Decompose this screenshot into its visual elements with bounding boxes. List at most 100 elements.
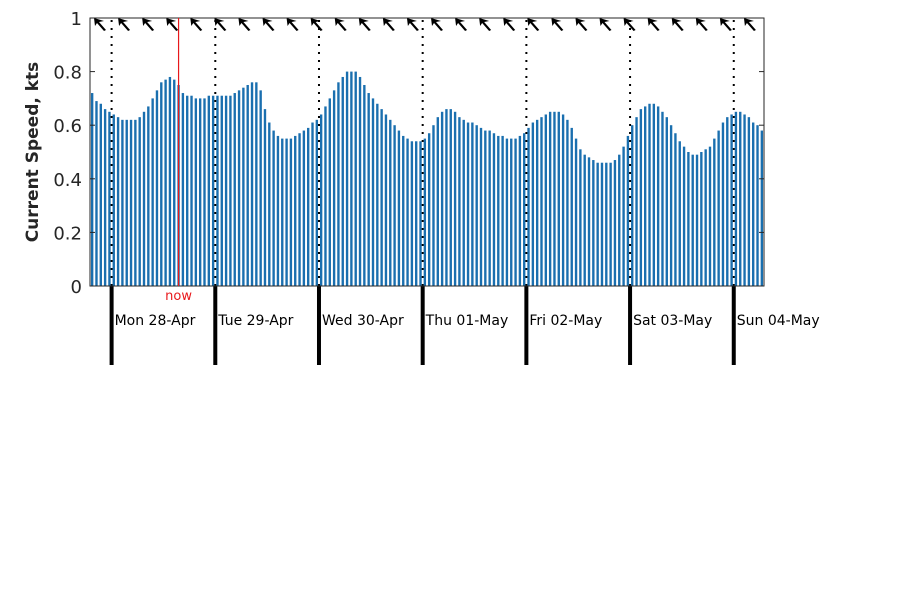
bar xyxy=(510,138,513,286)
arrow-head xyxy=(166,18,179,31)
bar xyxy=(324,106,327,286)
bar xyxy=(445,109,448,287)
direction-arrow-icon xyxy=(551,18,564,31)
direction-arrow-icon xyxy=(334,18,347,31)
bar xyxy=(298,133,301,286)
arrow-head xyxy=(286,18,299,31)
now-marker: now xyxy=(165,18,192,304)
bar xyxy=(492,133,496,286)
direction-arrow-icon xyxy=(743,18,756,31)
bar xyxy=(198,98,202,287)
bar xyxy=(285,138,288,286)
arrow-head xyxy=(118,18,131,31)
bar xyxy=(708,146,712,286)
bar xyxy=(661,111,664,286)
bar xyxy=(415,141,418,286)
arrow-head xyxy=(695,18,708,31)
bar xyxy=(644,106,647,286)
bar xyxy=(345,71,349,286)
bar xyxy=(255,82,258,286)
bar xyxy=(453,111,457,286)
bar xyxy=(427,133,431,286)
bar xyxy=(475,125,478,286)
bar xyxy=(544,114,548,286)
bar xyxy=(717,130,720,286)
direction-arrow-icon xyxy=(575,18,588,31)
direction-arrow-icon xyxy=(695,18,708,31)
bar xyxy=(319,114,323,286)
bar xyxy=(384,114,388,286)
bar xyxy=(147,106,150,286)
bar xyxy=(704,149,707,286)
bar xyxy=(691,154,694,286)
bar xyxy=(419,141,422,286)
direction-arrow-icon xyxy=(262,18,275,31)
day-label: Thu 01-May xyxy=(425,313,509,329)
direction-arrow-icon xyxy=(358,18,371,31)
bar xyxy=(648,103,651,286)
bar xyxy=(605,162,608,286)
arrow-head xyxy=(551,18,564,31)
bar xyxy=(125,119,128,286)
bar xyxy=(358,76,362,287)
bar xyxy=(380,109,383,287)
arrow-head xyxy=(310,18,323,31)
bar xyxy=(160,82,163,286)
arrow-head xyxy=(431,18,443,31)
direction-arrow-icon xyxy=(455,18,468,31)
bar xyxy=(743,114,746,286)
bar xyxy=(531,122,535,287)
bar xyxy=(747,117,751,286)
bar xyxy=(302,130,306,286)
bar xyxy=(237,90,241,286)
bar xyxy=(600,162,604,286)
direction-arrow-icon xyxy=(599,18,612,31)
bar xyxy=(289,138,293,286)
direction-arrow-icon xyxy=(406,18,419,31)
arrow-head xyxy=(190,18,203,31)
bar xyxy=(246,85,249,286)
bar xyxy=(263,109,267,287)
bar xyxy=(561,114,565,286)
bar xyxy=(211,95,215,286)
direction-arrow-icon xyxy=(214,18,227,31)
direction-arrow-icon xyxy=(623,18,636,31)
bar xyxy=(756,125,759,286)
bar xyxy=(142,111,146,286)
bar xyxy=(268,122,271,287)
bar xyxy=(505,138,509,286)
bar xyxy=(721,122,725,287)
bar xyxy=(397,130,401,286)
day-label: Mon 28-Apr xyxy=(115,313,196,329)
bar xyxy=(90,93,94,286)
bar xyxy=(471,122,474,287)
arrow-head xyxy=(503,18,516,31)
y-tick-label: 0 xyxy=(71,277,82,298)
bar xyxy=(609,162,612,286)
day-separators xyxy=(109,20,736,365)
bar xyxy=(406,138,409,286)
bar xyxy=(730,114,733,286)
bar xyxy=(220,95,223,286)
bar xyxy=(574,138,578,286)
bar xyxy=(440,111,444,286)
bar xyxy=(315,119,319,286)
bar xyxy=(138,117,141,286)
bar xyxy=(682,146,686,286)
bar xyxy=(354,71,357,286)
arrow-head xyxy=(455,18,468,31)
arrow-head xyxy=(671,18,684,31)
bar xyxy=(635,117,638,286)
bar xyxy=(449,109,452,287)
y-axis-label: Current Speed, kts xyxy=(23,62,43,243)
arrow-head xyxy=(647,18,660,31)
bar xyxy=(566,119,569,286)
bar xyxy=(229,95,232,286)
direction-arrow-icon xyxy=(286,18,299,31)
arrow-head xyxy=(94,18,106,31)
bar xyxy=(583,154,586,286)
direction-arrows xyxy=(94,18,756,31)
bar xyxy=(592,160,595,286)
bar xyxy=(276,135,280,286)
